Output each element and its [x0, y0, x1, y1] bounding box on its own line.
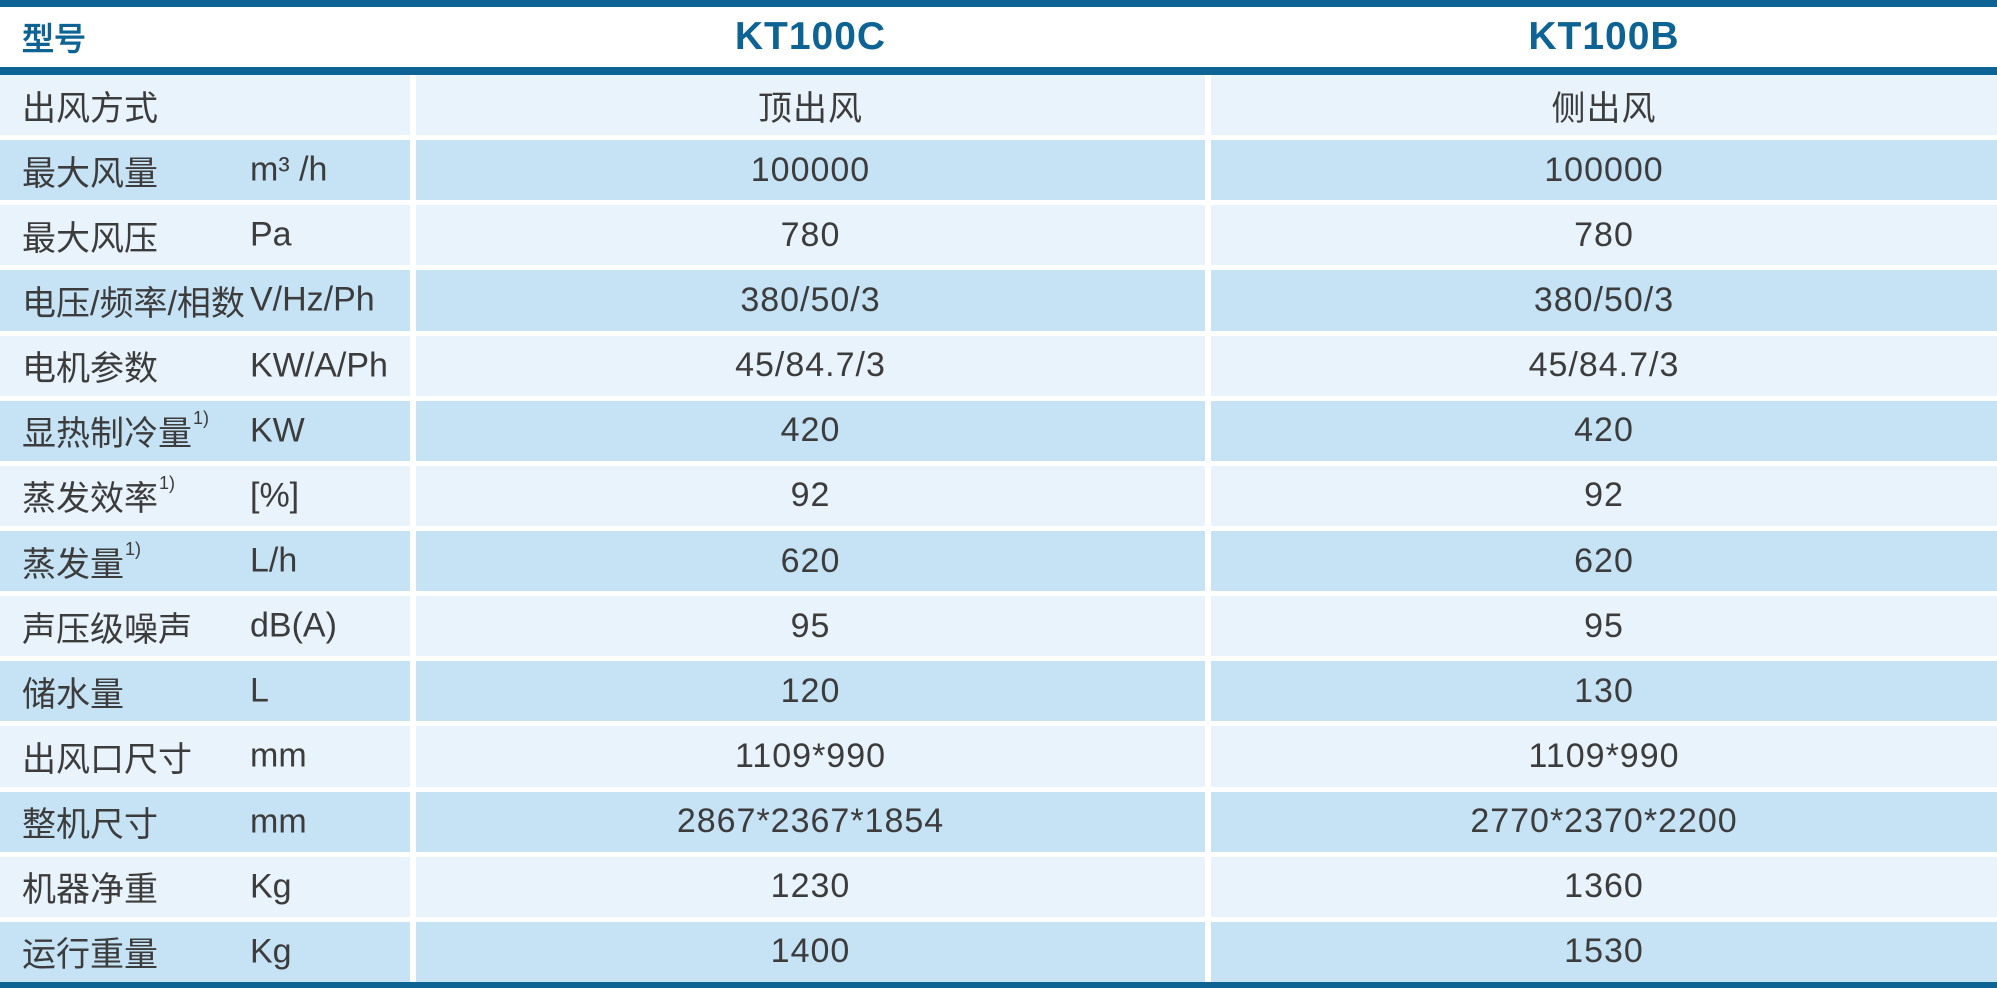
row-label: 出风口尺寸: [22, 740, 192, 779]
row-unit: L: [250, 671, 269, 710]
row-unit: mm: [250, 736, 307, 775]
value-kt100c: 2867*2367*1854: [416, 791, 1205, 852]
row-label: 蒸发量: [22, 545, 124, 584]
row-label: 显热制冷量: [22, 415, 192, 454]
table-row-water-storage: 储水量 L 120 130: [0, 661, 1997, 722]
value-kt100c: 1400: [416, 921, 1205, 982]
table-row-overall-dimensions: 整机尺寸 mm 2867*2367*1854 2770*2370*2200: [0, 791, 1997, 852]
value-kt100c: 380/50/3: [416, 270, 1205, 331]
row-unit: KW/A/Ph: [250, 346, 388, 385]
value-kt100b: 92: [1211, 465, 1997, 526]
row-label: 蒸发效率: [22, 480, 158, 519]
row-label: 储水量: [22, 675, 124, 714]
header-model-kt100c: KT100C: [734, 15, 887, 58]
row-label: 电压/频率/相数: [22, 284, 245, 323]
row-unit: Pa: [250, 215, 292, 254]
row-unit: mm: [250, 802, 307, 841]
header-model-kt100b: KT100B: [1528, 15, 1680, 58]
table-row-max-pressure: 最大风压 Pa 780 780: [0, 205, 1997, 266]
row-label-superscript: 1): [159, 473, 176, 494]
value-kt100b: 620: [1211, 530, 1997, 592]
table-body: 出风方式 顶出风 侧出风 最大风量 m³ /h 100000 100000 最大风…: [0, 75, 1997, 982]
value-kt100c: 120: [416, 661, 1205, 722]
value-kt100b: 130: [1211, 661, 1997, 722]
value-kt100c: 92: [416, 465, 1205, 526]
row-label: 最大风压: [22, 219, 158, 258]
value-kt100b: 380/50/3: [1211, 270, 1997, 331]
table-row-evaporation-efficiency: 蒸发效率 1) [%] 92 92: [0, 465, 1997, 526]
value-kt100b: 420: [1211, 400, 1997, 461]
row-unit: KW: [250, 411, 305, 450]
table-row-motor-parameters: 电机参数 KW/A/Ph 45/84.7/3 45/84.7/3: [0, 335, 1997, 396]
value-kt100c: 780: [416, 205, 1205, 266]
value-kt100b: 1360: [1211, 856, 1997, 917]
value-kt100b: 2770*2370*2200: [1211, 791, 1997, 852]
row-label-superscript: 1): [125, 538, 142, 559]
table-row-outlet-size: 出风口尺寸 mm 1109*990 1109*990: [0, 726, 1997, 787]
bottom-rule: [0, 982, 1997, 988]
header-corner-label: 型号: [22, 21, 87, 57]
row-unit: L/h: [250, 541, 298, 580]
row-unit: [%]: [250, 476, 300, 515]
value-kt100b: 780: [1211, 205, 1997, 266]
value-kt100c: 95: [416, 596, 1205, 657]
row-label: 最大风量: [22, 154, 158, 193]
value-kt100c: 顶出风: [416, 75, 1205, 136]
row-label: 运行重量: [22, 936, 158, 975]
row-label-superscript: 1): [193, 408, 210, 429]
row-unit: Kg: [250, 932, 292, 971]
value-kt100b: 侧出风: [1211, 75, 1997, 136]
row-unit: m³ /h: [250, 150, 328, 189]
header-row: 型号 KT100C KT100B: [0, 7, 1997, 67]
table-row-operating-weight: 运行重量 Kg 1400 1530: [0, 921, 1997, 982]
row-label: 声压级噪声: [22, 610, 192, 649]
row-unit: dB(A): [250, 606, 337, 645]
row-label: 整机尺寸: [22, 806, 158, 845]
value-kt100c: 100000: [416, 140, 1205, 201]
value-kt100c: 420: [416, 400, 1205, 461]
top-rule: [0, 0, 1997, 7]
row-label: 出风方式: [22, 89, 158, 128]
value-kt100c: 620: [416, 530, 1205, 592]
value-kt100b: 1530: [1211, 921, 1997, 982]
row-unit: V/Hz/Ph: [250, 280, 375, 319]
table-row-net-weight: 机器净重 Kg 1230 1360: [0, 856, 1997, 917]
table-row-max-airflow: 最大风量 m³ /h 100000 100000: [0, 140, 1997, 201]
value-kt100b: 1109*990: [1211, 726, 1997, 787]
row-label: 机器净重: [22, 871, 158, 910]
value-kt100b: 100000: [1211, 140, 1997, 201]
row-label: 电机参数: [22, 350, 158, 389]
table-row-voltage-frequency-phase: 电压/频率/相数 V/Hz/Ph 380/50/3 380/50/3: [0, 270, 1997, 331]
row-unit: Kg: [250, 867, 292, 906]
table-row-air-outlet-type: 出风方式 顶出风 侧出风: [0, 75, 1997, 136]
header-rule: [0, 67, 1997, 75]
table-row-sensible-cooling-capacity: 显热制冷量 1) KW 420 420: [0, 400, 1997, 461]
value-kt100c: 45/84.7/3: [416, 335, 1205, 396]
table-row-sound-pressure-noise: 声压级噪声 dB(A) 95 95: [0, 596, 1997, 657]
table-row-evaporation-volume: 蒸发量 1) L/h 620 620: [0, 530, 1997, 592]
value-kt100b: 45/84.7/3: [1211, 335, 1997, 396]
value-kt100c: 1230: [416, 856, 1205, 917]
value-kt100c: 1109*990: [416, 726, 1205, 787]
value-kt100b: 95: [1211, 596, 1997, 657]
